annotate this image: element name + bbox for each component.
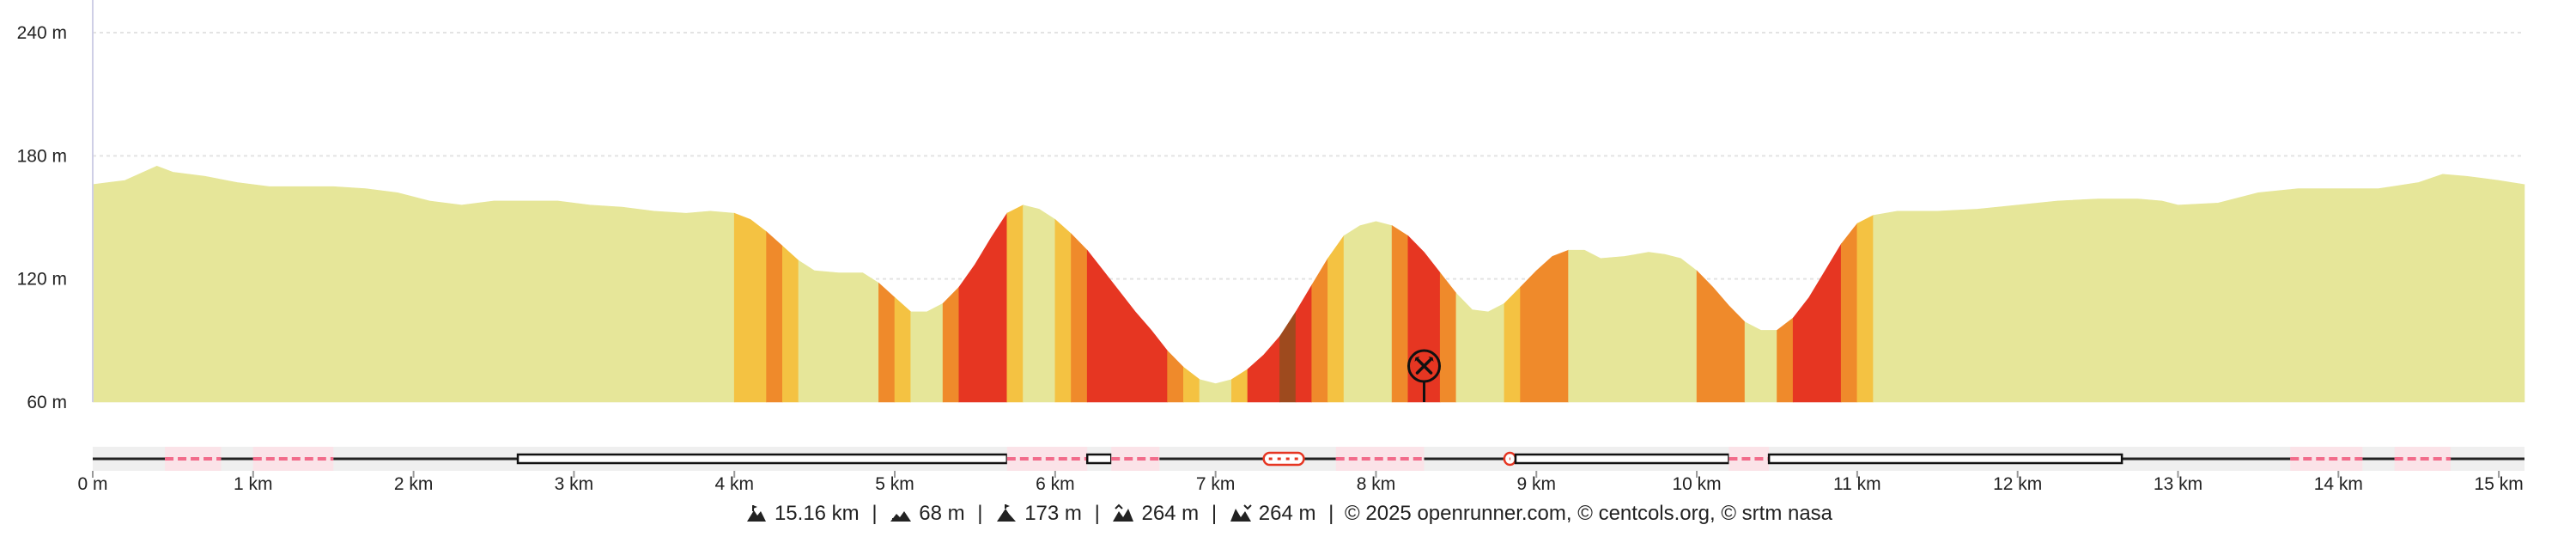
slope-band — [1568, 249, 1698, 403]
slope-band — [1231, 369, 1249, 403]
distance-icon — [746, 505, 766, 522]
min-elevation-stat: 68 m — [890, 502, 965, 526]
x-tick-label: 7 km — [1196, 474, 1236, 494]
track-segment-solid — [1085, 453, 1113, 465]
slope-band — [1311, 257, 1328, 403]
slope-band — [942, 286, 960, 403]
x-tick-label: 14 km — [2314, 474, 2363, 494]
slope-band — [1167, 350, 1184, 403]
ascent-icon — [1113, 503, 1134, 522]
slope-band — [782, 245, 799, 403]
x-tick-label: 3 km — [555, 474, 594, 494]
slope-band — [1054, 218, 1072, 403]
x-tick-label: 11 km — [1833, 474, 1881, 494]
slope-band — [1856, 215, 1874, 403]
slope-band — [1696, 270, 1746, 403]
y-tick-label: 240 m — [17, 23, 67, 43]
slope-band — [1343, 221, 1393, 403]
x-tick-label: 10 km — [1672, 474, 1721, 494]
slope-band — [1873, 174, 2525, 403]
slope-band — [1327, 235, 1345, 403]
x-tick-label: 8 km — [1357, 474, 1396, 494]
ascent-value: 264 m — [1141, 502, 1200, 525]
separator: | — [872, 502, 878, 525]
slope-band — [1391, 225, 1409, 403]
y-tick-label: 60 m — [27, 393, 67, 412]
max-elevation-stat: 173 m — [995, 502, 1082, 526]
x-tick-label: 9 km — [1517, 474, 1557, 494]
slope-band — [733, 212, 767, 403]
descent-stat: 264 m — [1230, 502, 1316, 526]
max-elevation-value: 173 m — [1024, 502, 1082, 525]
separator: | — [1211, 502, 1218, 525]
slope-band — [878, 282, 896, 403]
track-segment-solid — [1767, 453, 2123, 465]
x-tick-label: 5 km — [875, 474, 914, 494]
descent-icon — [1230, 504, 1252, 522]
track-segment-shade — [2290, 447, 2363, 471]
distance-value: 15.16 km — [774, 502, 860, 525]
x-tick-label: 1 km — [234, 474, 273, 494]
slope-band — [1279, 310, 1297, 403]
slope-band — [1439, 272, 1457, 403]
x-tick-label: 2 km — [394, 474, 434, 494]
slope-band — [1744, 321, 1777, 403]
separator: | — [1094, 502, 1100, 525]
slope-band — [910, 302, 944, 403]
slope-band — [1086, 249, 1168, 403]
slope-band — [1792, 243, 1842, 403]
min-elevation-icon — [890, 511, 912, 522]
min-elevation-value: 68 m — [919, 502, 965, 525]
poi-marker[interactable] — [1407, 349, 1442, 402]
crossed-tools-icon — [1414, 357, 1434, 375]
slope-band — [1023, 204, 1056, 403]
slope-band — [1455, 292, 1505, 403]
slope-band — [1199, 379, 1232, 403]
x-tick-label: 15 km — [2475, 474, 2524, 494]
separator: | — [1328, 502, 1334, 525]
x-tick-label: 4 km — [714, 474, 754, 494]
slope-band — [1183, 366, 1200, 403]
x-axis: 0 m 1 km 2 km 3 km 4 km 5 km 6 km 7 km 8 km 9 km 1… — [77, 471, 2524, 494]
y-tick-label: 180 m — [17, 146, 67, 166]
track-segment-solid — [1514, 453, 1730, 465]
slope-band — [798, 259, 879, 403]
x-tick-label: 0 m — [77, 474, 107, 494]
slope-band — [766, 231, 783, 403]
ascent-stat: 264 m — [1112, 502, 1199, 526]
tool-strokes — [1415, 357, 1433, 375]
slope-band — [1504, 286, 1521, 403]
slope-band — [1840, 223, 1858, 403]
descent-value: 264 m — [1258, 502, 1316, 525]
max-elevation-icon — [997, 504, 1017, 522]
x-tick-label: 12 km — [1993, 474, 2042, 494]
track-segment-boxed — [1262, 451, 1305, 467]
y-tick-label: 120 m — [17, 270, 67, 290]
track-segment-solid — [516, 453, 1009, 465]
x-tick-label: 6 km — [1036, 474, 1075, 494]
slope-band — [1247, 335, 1280, 403]
slope-band — [1295, 284, 1312, 403]
credits-text: © 2025 openrunner.com, © centcols.org, ©… — [1345, 502, 1833, 525]
y-axis: 60 m 120 m 180 m 240 m — [17, 0, 94, 412]
slope-band — [1006, 204, 1024, 403]
separator: | — [977, 502, 983, 525]
slope-band — [894, 296, 911, 403]
slope-band — [958, 212, 1008, 403]
slope-band — [92, 165, 735, 403]
route-summary: 15.16 km | 68 m | 173 m | 264 m | 264 m … — [0, 502, 2576, 526]
slope-band — [1071, 233, 1088, 403]
surface-track-bar — [93, 447, 2524, 471]
slope-band — [1777, 317, 1794, 403]
distance-stat: 15.16 km — [745, 502, 860, 526]
x-tick-label: 13 km — [2154, 474, 2202, 494]
slope-band-layer — [92, 165, 2525, 403]
slope-band — [1520, 249, 1569, 403]
